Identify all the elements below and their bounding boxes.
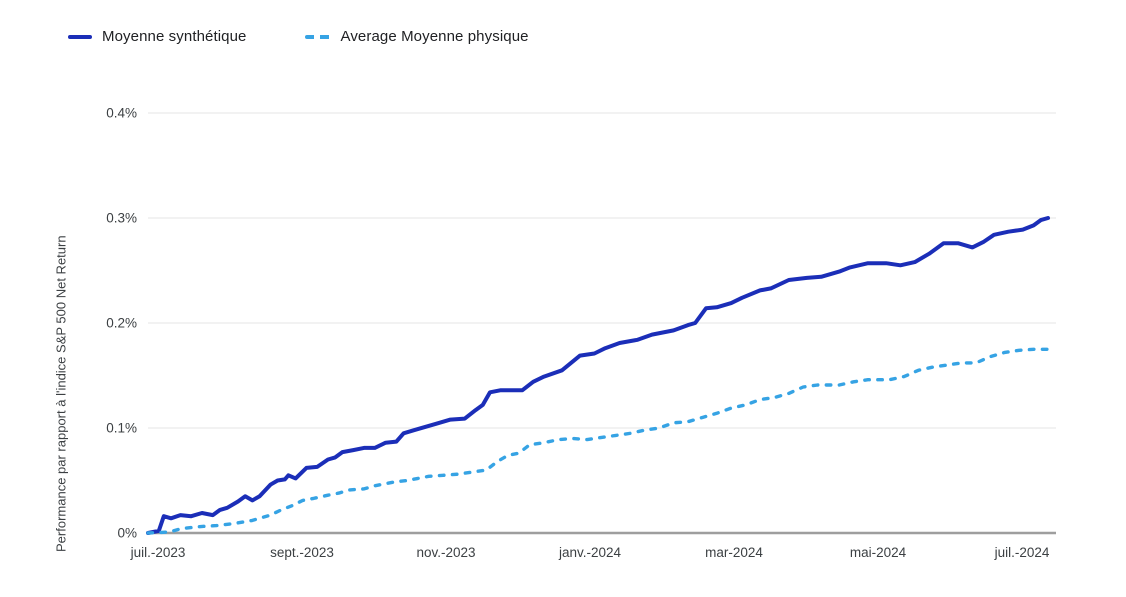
y-axis-title: Performance par rapport à l'indice S&P 5… — [53, 235, 69, 552]
y-tick-label: 0% — [117, 526, 137, 541]
x-tick-label: sept.-2023 — [270, 545, 334, 560]
y-tick-label: 0.1% — [106, 421, 137, 436]
series-line-average-moyenne-physique[interactable] — [146, 347, 1050, 535]
y-tick-label: 0.3% — [106, 211, 137, 226]
legend-label-average-moyenne-physique: Average Moyenne physique — [340, 28, 529, 45]
x-tick-label: janv.-2024 — [558, 545, 622, 560]
x-tick-label: mar-2024 — [705, 545, 763, 560]
x-tick-label: juil.-2023 — [130, 545, 186, 560]
chart-legend: Moyenne synthétique Average Moyenne phys… — [68, 28, 529, 45]
dashed-line-marker-icon — [304, 34, 331, 39]
legend-label-moyenne-synthetique: Moyenne synthétique — [102, 28, 247, 45]
legend-item-average-moyenne-physique[interactable]: Average Moyenne physique — [304, 28, 529, 45]
x-tick-label: mai-2024 — [850, 545, 907, 560]
solid-line-marker-icon — [68, 34, 92, 39]
series-line-moyenne-synthetique[interactable] — [146, 216, 1050, 535]
y-tick-label: 0.2% — [106, 316, 137, 331]
y-tick-label: 0.4% — [106, 106, 137, 121]
legend-item-moyenne-synthetique[interactable]: Moyenne synthétique — [68, 28, 247, 45]
x-tick-label: nov.-2023 — [416, 545, 475, 560]
x-tick-label: juil.-2024 — [994, 545, 1050, 560]
